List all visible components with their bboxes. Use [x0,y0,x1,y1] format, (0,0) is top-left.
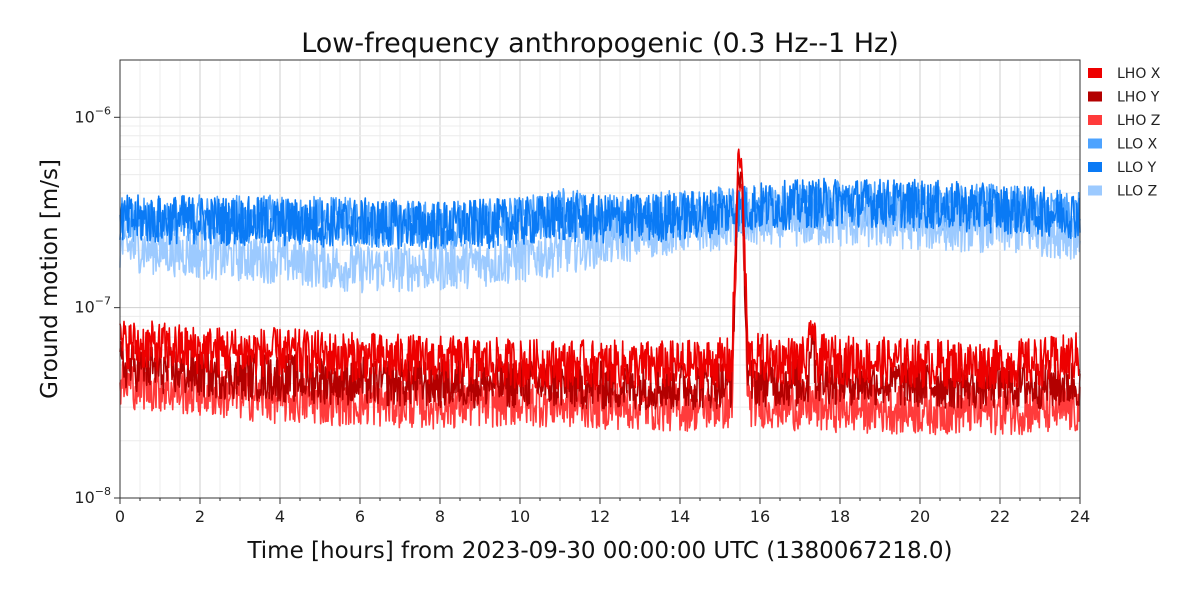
legend: LHO X LHO Y LHO Z LLO X LLO Y LLO Z [1088,66,1161,200]
x-axis-label: Time [hours] from 2023-09-30 00:00:00 UT… [246,538,952,564]
x-tick-label: 8 [435,507,445,526]
legend-label: LHO Y [1117,90,1160,106]
x-tick-label: 20 [910,507,930,526]
legend-label: LLO X [1117,137,1158,153]
x-tick-label: 4 [275,507,285,526]
y-axis-label: Ground motion [m/s] [37,159,63,399]
x-tick-label: 14 [670,507,690,526]
x-tick-label: 24 [1070,507,1090,526]
x-tick-label: 2 [195,507,205,526]
x-tick-label: 22 [990,507,1010,526]
chart-title: Low-frequency anthropogenic (0.3 Hz--1 H… [301,28,899,59]
x-tick-label: 12 [590,507,610,526]
series-line-lho-y [119,171,1081,411]
legend-swatch [1088,68,1102,78]
legend-swatch [1088,138,1102,149]
series-line-llo-y [119,177,1081,250]
x-tick-label: 6 [355,507,365,526]
x-tick-label: 10 [510,507,530,526]
legend-label: LLO Y [1117,160,1157,176]
series-line-llo-z [119,197,1081,294]
legend-swatch [1088,91,1102,102]
legend-swatch [1088,185,1102,196]
x-tick-label: 16 [750,507,770,526]
legend-swatch [1088,162,1102,172]
series-layer [119,148,1081,436]
x-tick-label: 18 [830,507,850,526]
legend-label: LHO Z [1117,113,1160,129]
series-line-lho-x [119,148,1081,391]
legend-label: LHO X [1117,66,1161,82]
legend-label: LLO Z [1117,184,1157,200]
x-tick-label: 0 [115,507,125,526]
legend-swatch [1088,115,1102,125]
